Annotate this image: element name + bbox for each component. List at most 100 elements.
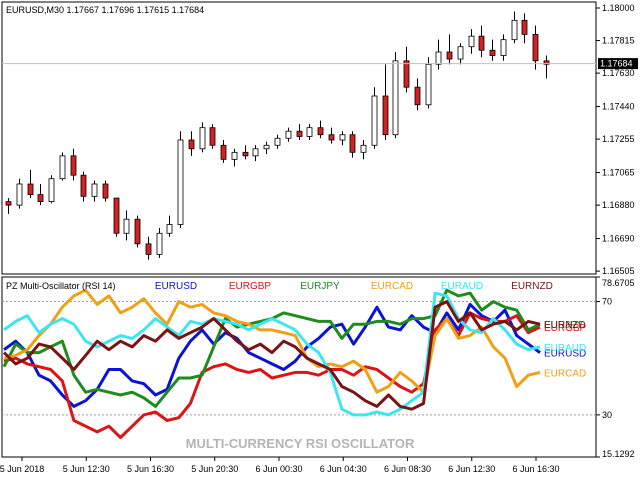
candle-body (70, 155, 77, 176)
candle-body (5, 201, 12, 206)
time-tick-label: 6 Jun 04:30 (320, 464, 367, 474)
oscillator-tick-label: 30 (602, 410, 612, 420)
candle-body (306, 127, 313, 137)
oscillator-title: PZ Multi-Oscillator (RSI 14) (6, 281, 116, 291)
candle-body (543, 60, 550, 65)
candle-body (123, 218, 130, 234)
candle-body (511, 19, 518, 41)
oscillator-levels (2, 301, 596, 416)
candle-body (296, 130, 303, 137)
candle-body (209, 127, 216, 146)
candle-body (478, 35, 485, 51)
candle-body (263, 144, 270, 150)
candle-body (145, 243, 152, 255)
time-tick-label: 5 Jun 16:30 (127, 464, 174, 474)
candle-body (252, 148, 259, 157)
candle-body (317, 127, 324, 136)
candle-body (285, 130, 292, 139)
candle-body (457, 46, 464, 60)
candle-body (371, 95, 378, 146)
time-tick-label: 6 Jun 00:30 (255, 464, 302, 474)
legend-eurcad: EURCAD (371, 281, 413, 292)
candle-body (521, 19, 528, 35)
candle-body (91, 183, 98, 197)
end-label-eurgbp: EURGBP (544, 323, 587, 334)
oscillator-watermark: MULTI-CURRENCY RSI OSCILLATOR (186, 436, 415, 451)
candle-body (382, 95, 389, 136)
end-label-eurcad: EURCAD (544, 368, 586, 379)
oscillator-tick-label: 70 (602, 297, 612, 307)
price-chart-header: EURUSD,M30 1.17667 1.17696 1.17615 1.176… (6, 5, 204, 15)
time-tick-label: 6 Jun 12:30 (448, 464, 495, 474)
price-tick-label: 1.17815 (602, 36, 635, 46)
end-label-eurjpy: EURJPY (544, 320, 584, 331)
time-tick-label: 6 Jun 08:30 (384, 464, 431, 474)
candle-body (489, 49, 496, 56)
candle-body (349, 134, 356, 153)
candle-body (532, 34, 539, 62)
candle-body (177, 139, 184, 225)
current-price-label: 1.17684 (600, 59, 633, 69)
legend-eurjpy: EURJPY (300, 281, 340, 292)
price-tick-label: 1.17065 (602, 168, 635, 178)
oscillator-pane-frame (1, 276, 597, 458)
candle-body (425, 63, 432, 106)
candle-body (113, 197, 120, 234)
candle-body (403, 60, 410, 88)
candle-body (156, 232, 163, 255)
candle-body (37, 194, 44, 202)
candle-body (446, 51, 453, 60)
candle-body (360, 144, 367, 153)
candle-body (188, 139, 195, 150)
candle-body (435, 51, 442, 65)
price-tick-label: 1.17440 (602, 102, 635, 112)
oscillator-line-eurcad (3, 288, 541, 394)
candle-body (339, 134, 346, 141)
candle-body (414, 86, 421, 106)
oscillator-axis: 78.6705 70 30 15.1292 (596, 276, 635, 459)
oscillator-tick-label: 78.6705 (602, 278, 635, 288)
candle-body (242, 151, 249, 157)
candle-body (166, 224, 173, 234)
candle-body (27, 183, 34, 195)
price-tick-label: 1.16690 (602, 234, 635, 244)
oscillator-line-eurnzd (2, 300, 541, 411)
end-label-eurnzd: EURNZD (544, 320, 586, 331)
candle-body (80, 174, 87, 197)
candle-body (48, 178, 55, 203)
candle-body (134, 218, 141, 245)
legend-eurgbp: EURGBP (229, 281, 272, 292)
current-price-badge (598, 58, 638, 70)
price-tick-label: 1.17630 (602, 68, 635, 78)
candle-body (220, 144, 227, 160)
price-tick-label: 1.17255 (602, 134, 635, 144)
end-label-euraud: EURAUD (544, 343, 586, 354)
price-tick-label: 1.16880 (602, 200, 635, 210)
price-candles (5, 11, 550, 260)
price-tick-label: 1.18000 (602, 3, 635, 13)
candle-body (59, 155, 66, 180)
candle-body (16, 183, 23, 206)
candle-body (274, 137, 281, 146)
end-label-eurusd: EURUSD (544, 349, 586, 360)
candle-body (392, 60, 399, 136)
candle-body (231, 151, 238, 160)
oscillator-line-eurusd (3, 302, 541, 408)
legend-euraud: EURAUD (441, 281, 483, 292)
candle-body (468, 35, 475, 48)
time-tick-label: 5 Jun 2018 (0, 464, 44, 474)
price-axis: 1.18000 1.17815 1.17630 1.17440 1.17255 1.170… (596, 3, 635, 276)
candle-body (102, 183, 109, 199)
oscillator-tick-label: 15.1292 (602, 449, 635, 459)
time-tick-label: 6 Jun 16:30 (512, 464, 559, 474)
candle-body (199, 127, 206, 150)
legend-eurnzd: EURNZD (511, 281, 553, 292)
candle-body (328, 134, 335, 141)
candle-body (500, 39, 507, 56)
time-tick-label: 5 Jun 12:30 (63, 464, 110, 474)
time-axis: 5 Jun 2018 5 Jun 12:30 5 Jun 16:30 5 Jun 20… (0, 457, 560, 474)
time-tick-label: 5 Jun 20:30 (191, 464, 238, 474)
oscillator-legend: EURUSD EURGBP EURJPY EURCAD EURAUD EURNZD (155, 281, 553, 292)
